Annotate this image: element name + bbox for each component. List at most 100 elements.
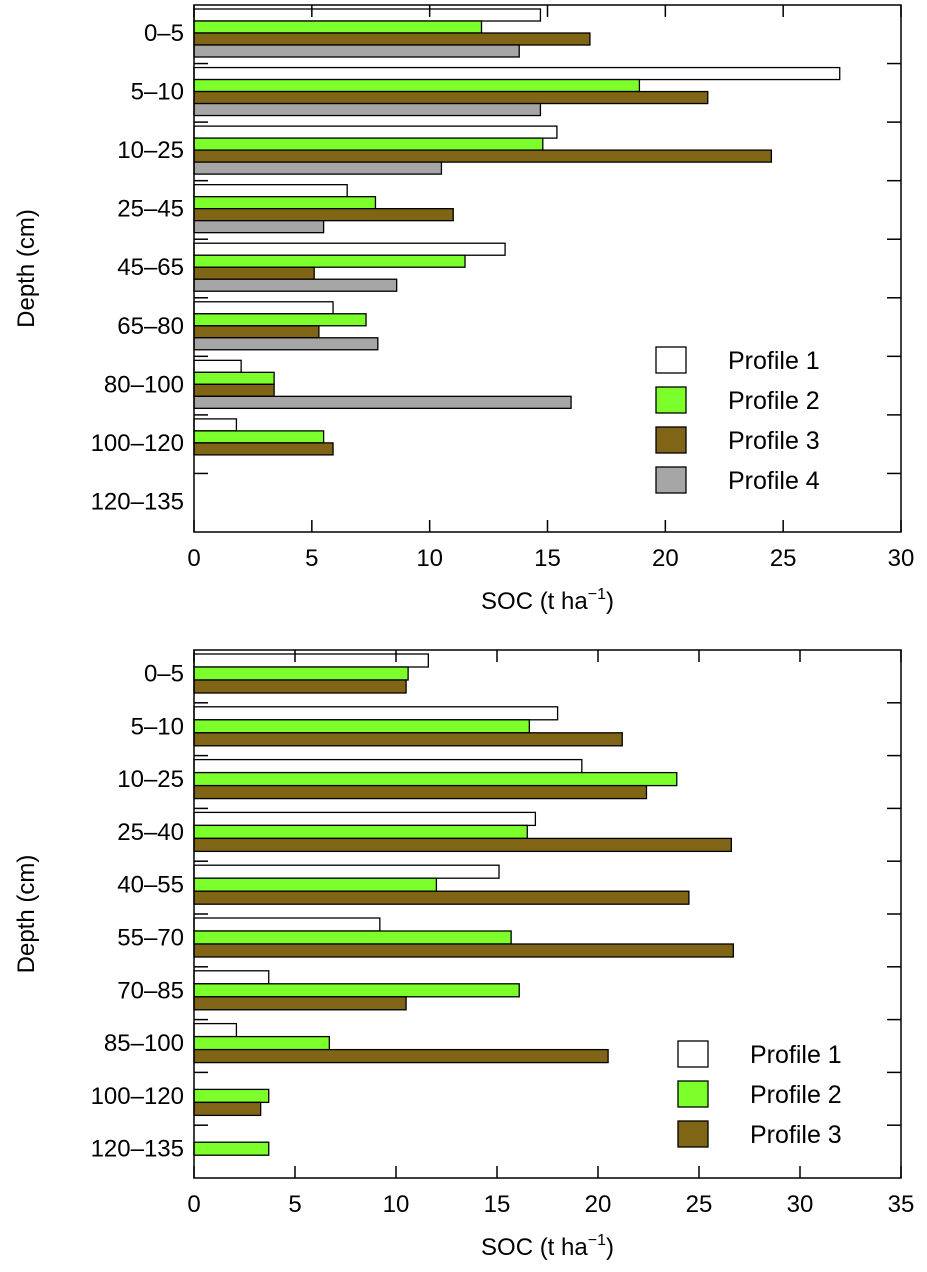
x-axis-title: SOC (t ha−1) bbox=[481, 1232, 614, 1261]
x-axis-title-main: SOC (t ha bbox=[481, 1234, 588, 1261]
bar-1-1 bbox=[193, 653, 429, 668]
x-tick-label: 0 bbox=[187, 545, 200, 572]
y-tick-label: 10–25 bbox=[117, 766, 184, 793]
bar-2-2 bbox=[193, 78, 641, 93]
y-tick-label: 25–45 bbox=[117, 196, 184, 223]
bar-2-8 bbox=[193, 1035, 330, 1051]
bar-2-4 bbox=[193, 824, 528, 840]
y-tick-label: 85–100 bbox=[104, 1030, 184, 1057]
bar-1-6 bbox=[193, 917, 381, 932]
bar-3-7 bbox=[193, 996, 407, 1011]
x-axis-title-end: ) bbox=[606, 1234, 614, 1261]
legend-label-3: Profile 3 bbox=[750, 1121, 842, 1149]
x-tick-label: 20 bbox=[585, 1191, 612, 1218]
bar-2-7 bbox=[193, 983, 520, 998]
chart-top: 0 5 10 15 20 25 30 0–5 5–10 10–25 25–45 45–65 65–80 8… bbox=[13, 4, 914, 615]
bar-3-1 bbox=[193, 32, 591, 46]
bar-1-4 bbox=[193, 811, 537, 827]
bar-2-6 bbox=[193, 313, 367, 327]
y-tick-label: 100–120 bbox=[91, 430, 184, 457]
bar-1-8 bbox=[193, 1022, 238, 1038]
y-tick-label: 100–120 bbox=[91, 1083, 184, 1110]
bar-1-5 bbox=[193, 242, 506, 256]
bar-2-1 bbox=[193, 20, 483, 34]
bar-3-2 bbox=[193, 732, 623, 747]
x-tick-label: 25 bbox=[686, 1191, 713, 1218]
bar-1-3 bbox=[193, 125, 558, 139]
bar-3-4 bbox=[193, 837, 732, 853]
legend-label-1: Profile 1 bbox=[728, 347, 820, 375]
bar-3-2 bbox=[193, 90, 709, 105]
y-tick-label: 120–135 bbox=[91, 488, 184, 515]
legend-swatch-1 bbox=[677, 1040, 709, 1068]
bar-1-1 bbox=[193, 8, 542, 22]
bar-3-8 bbox=[193, 442, 334, 456]
bar-2-8 bbox=[193, 430, 325, 444]
y-tick-label: 10–25 bbox=[117, 137, 184, 164]
legend-swatch-1 bbox=[655, 346, 687, 374]
bar-1-2 bbox=[193, 706, 559, 721]
x-axis-title-main: SOC (t ha bbox=[481, 588, 588, 615]
bar-3-7 bbox=[193, 383, 275, 397]
bar-1-6 bbox=[193, 301, 334, 315]
x-tick-label: 5 bbox=[305, 545, 318, 572]
bar-2-2 bbox=[193, 719, 530, 734]
legend-swatch-3 bbox=[655, 426, 687, 454]
y-tick-label: 55–70 bbox=[117, 925, 184, 952]
y-tick-label: 0–5 bbox=[144, 661, 184, 688]
legend-swatch-2 bbox=[655, 386, 687, 414]
x-tick-label: 5 bbox=[288, 1191, 301, 1218]
bar-3-6 bbox=[193, 943, 734, 958]
y-tick-label: 5–10 bbox=[131, 713, 184, 740]
x-tick-label: 10 bbox=[416, 545, 443, 572]
bar-3-3 bbox=[193, 149, 773, 163]
bar-2-3 bbox=[193, 771, 678, 787]
bar-2-5 bbox=[193, 254, 466, 268]
y-tick-label: 25–40 bbox=[117, 819, 184, 846]
chart-bottom: 0 5 10 15 20 25 30 35 0–5 5–10 10–25 25–40 40–55 55–7… bbox=[13, 649, 914, 1261]
bar-3-5 bbox=[193, 266, 315, 280]
bar-3-6 bbox=[193, 325, 320, 339]
legend-label-1: Profile 1 bbox=[750, 1041, 842, 1069]
x-axis-title: SOC (t ha−1) bbox=[481, 586, 614, 615]
legend-swatch-2 bbox=[677, 1080, 709, 1108]
bar-3-9 bbox=[193, 1101, 262, 1117]
bar-1-7 bbox=[193, 970, 270, 985]
bar-3-5 bbox=[193, 890, 690, 905]
bar-4-4 bbox=[193, 220, 325, 234]
y-tick-label: 65–80 bbox=[117, 313, 184, 340]
y-tick-label: 5–10 bbox=[131, 79, 184, 106]
bar-4-2 bbox=[193, 102, 542, 117]
bar-4-5 bbox=[193, 278, 398, 292]
y-tick-label: 70–85 bbox=[117, 977, 184, 1004]
y-tick-label: 40–55 bbox=[117, 872, 184, 899]
x-axis-title-sup: −1 bbox=[588, 1232, 606, 1249]
legend-label-2: Profile 2 bbox=[728, 387, 820, 415]
legend-swatch-4 bbox=[655, 466, 687, 494]
x-tick-label: 10 bbox=[383, 1191, 410, 1218]
bar-1-7 bbox=[193, 359, 242, 373]
bar-2-10 bbox=[193, 1141, 270, 1156]
x-tick-label: 20 bbox=[652, 545, 679, 572]
y-tick-label: 80–100 bbox=[104, 371, 184, 398]
legend-label-2: Profile 2 bbox=[750, 1081, 842, 1109]
y-tick-label: 0–5 bbox=[144, 20, 184, 47]
y-tick-label: 120–135 bbox=[91, 1136, 184, 1163]
bar-1-8 bbox=[193, 418, 238, 432]
bar-2-1 bbox=[193, 666, 409, 681]
legend-label-3: Profile 3 bbox=[728, 427, 820, 455]
bar-1-5 bbox=[193, 864, 500, 879]
bar-2-9 bbox=[193, 1088, 270, 1104]
bar-1-4 bbox=[193, 184, 348, 198]
bar-1-2 bbox=[193, 66, 841, 81]
bar-2-6 bbox=[193, 930, 512, 945]
x-tick-label: 30 bbox=[787, 1191, 814, 1218]
bar-3-3 bbox=[193, 784, 648, 800]
y-tick-label: 45–65 bbox=[117, 254, 184, 281]
bar-2-5 bbox=[193, 877, 438, 892]
x-axis-title-sup: −1 bbox=[588, 586, 606, 603]
bar-2-7 bbox=[193, 371, 275, 385]
bar-3-4 bbox=[193, 208, 454, 222]
bar-4-7 bbox=[193, 395, 572, 409]
